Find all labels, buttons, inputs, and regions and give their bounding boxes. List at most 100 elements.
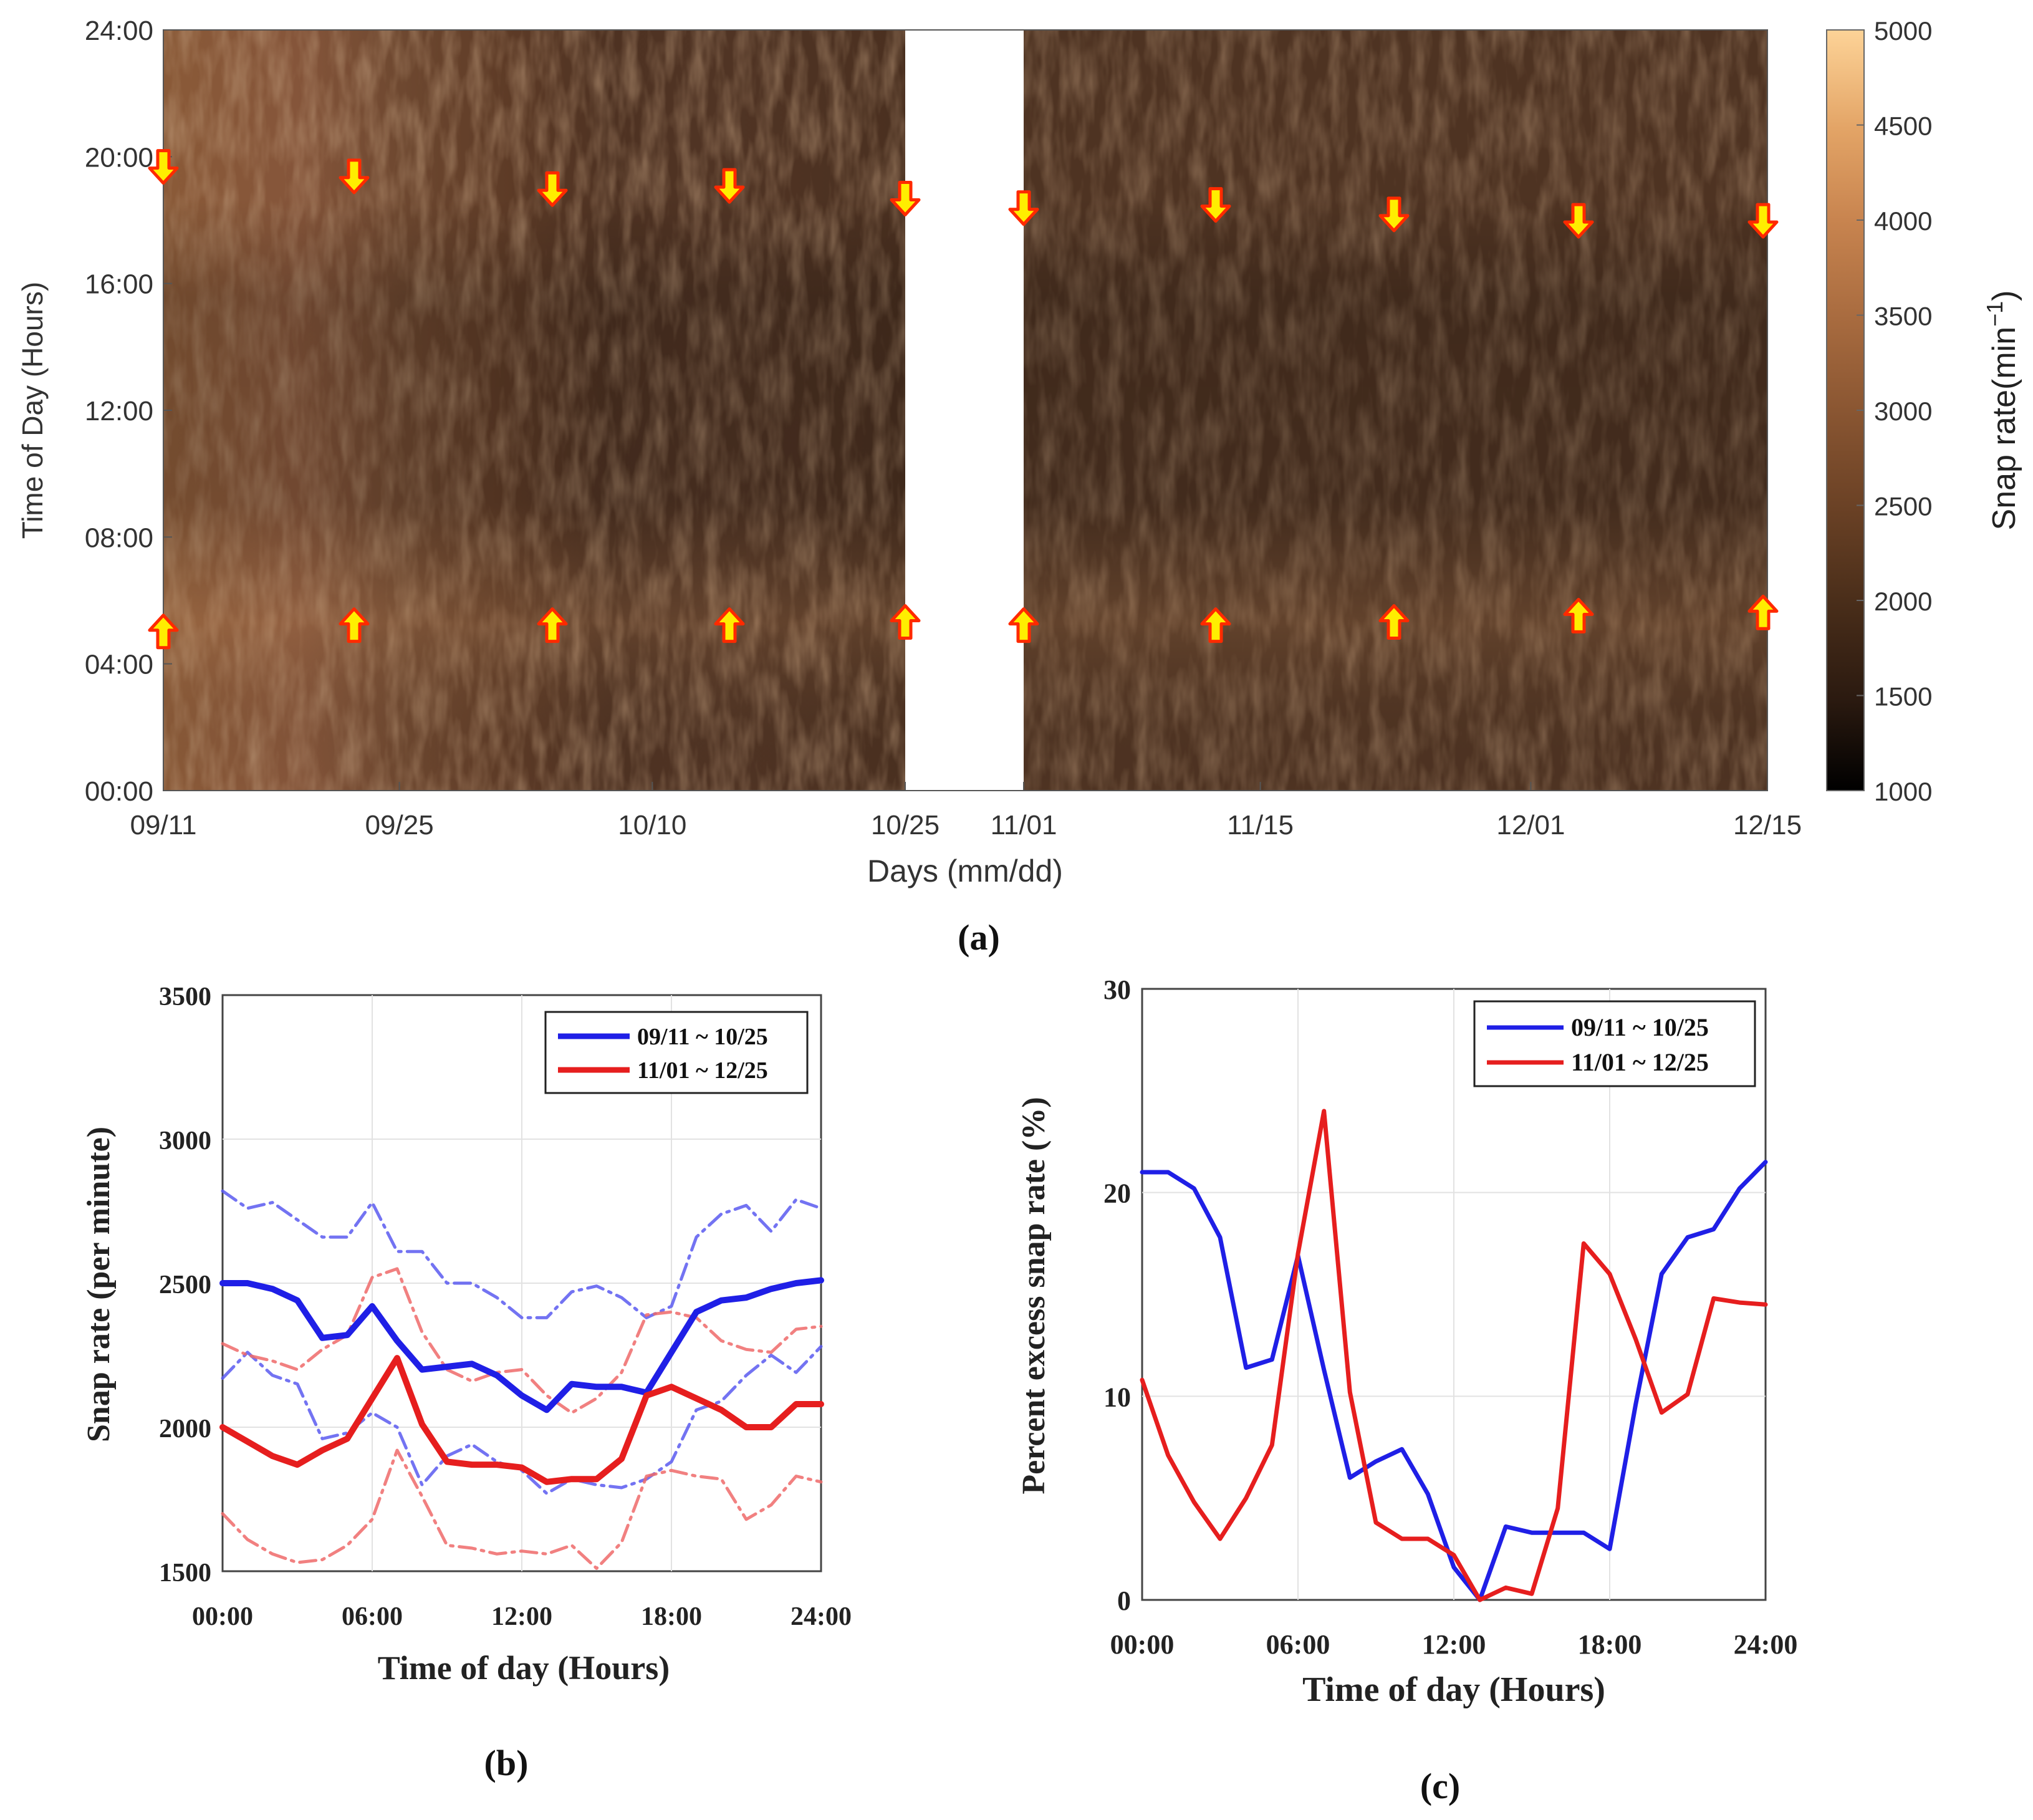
y-tick-label-a: 04:00 xyxy=(85,650,153,680)
colorbar-tick-label: 2500 xyxy=(1874,492,1932,521)
colorbar-label-sup: −1 xyxy=(1982,301,2007,327)
x-tick-label-c: 12:00 xyxy=(1422,1629,1486,1660)
sunset-arrow xyxy=(714,168,745,204)
y-tick-label-c: 30 xyxy=(1103,975,1131,1005)
y-tick-label-b: 3500 xyxy=(159,983,211,1011)
x-tick-label-c: 24:00 xyxy=(1734,1629,1798,1660)
y-tick-label-b: 2000 xyxy=(159,1415,211,1443)
y-tick-label-b: 2500 xyxy=(159,1271,211,1299)
series-c xyxy=(1140,1109,1768,1602)
series-line-c xyxy=(1140,1109,1768,1602)
sunset-arrow xyxy=(1747,203,1779,239)
y-tick-label-a: 00:00 xyxy=(85,776,153,807)
colorbar-ticks: 1000 1500 2000 2500 3000 3500 4000 4500 5000 xyxy=(1857,16,1932,806)
x-tick-label-c: 00:00 xyxy=(1110,1629,1175,1660)
ticks-b: 00:00 06:00 12:00 18:00 24:00 1500 2000 2500 300… xyxy=(159,983,852,1631)
y-axis-a: 00:00 04:00 08:00 12:00 16:00 20:00 24:00 xyxy=(85,16,172,807)
sunrise-arrow xyxy=(1378,604,1410,640)
colorbar-tick-label: 3500 xyxy=(1874,302,1932,331)
panel-label-b: (b) xyxy=(484,1743,529,1783)
panel-c: 00:00 06:00 12:00 18:00 24:00 0 10 20 30 09/11 ~… xyxy=(1016,975,1797,1806)
sunrise-arrow xyxy=(537,607,568,643)
sunset-arrow xyxy=(890,181,921,216)
grid-c xyxy=(1142,989,1766,1600)
sunset-arrow xyxy=(1008,190,1039,226)
colorbar-label-text: Snap rate(min xyxy=(1986,327,2022,531)
legend-c: 09/11 ~ 10/25 11/01 ~ 12/25 xyxy=(1473,1000,1756,1087)
legend-b: 09/11 ~ 10/25 11/01 ~ 12/25 xyxy=(544,1011,809,1094)
series-line-b xyxy=(219,1355,824,1485)
x-tick-label-c: 06:00 xyxy=(1266,1629,1330,1660)
x-tick-label-b: 24:00 xyxy=(791,1602,852,1631)
y-axis-label-b: Snap rate (per minute) xyxy=(81,1127,117,1442)
x-axis-label-a: Days (mm/dd) xyxy=(867,854,1063,888)
series-line-b xyxy=(219,1277,824,1413)
x-tick-label-a: 11/01 xyxy=(991,810,1057,840)
x-tick-label-a: 12/01 xyxy=(1496,810,1565,840)
x-tick-label-a: 10/10 xyxy=(618,810,686,840)
series-line-b xyxy=(221,1448,823,1570)
arrows xyxy=(148,149,1779,650)
x-axis-label-c: Time of day (Hours) xyxy=(1302,1670,1605,1709)
colorbar-tick-label: 1500 xyxy=(1874,682,1932,711)
y-tick-label-c: 10 xyxy=(1103,1382,1131,1412)
colorbar-tick-label: 5000 xyxy=(1874,16,1932,46)
data-gap xyxy=(905,30,1024,791)
x-tick-label-b: 12:00 xyxy=(491,1602,552,1631)
sunrise-arrow xyxy=(714,607,745,643)
x-axis-a: 09/11 09/25 10/10 10/25 11/01 11/15 12/01 12/15 xyxy=(130,782,1802,840)
colorbar-tick-label: 4500 xyxy=(1874,112,1932,141)
panel-label-a: (a) xyxy=(958,917,1000,958)
x-tick-label-a: 11/15 xyxy=(1227,810,1294,840)
sunrise-arrow xyxy=(148,614,179,650)
panel-label-c: (c) xyxy=(1420,1766,1460,1806)
y-tick-label-a: 16:00 xyxy=(85,269,153,300)
heatmap xyxy=(163,30,1767,791)
colorbar-tick-label: 1000 xyxy=(1874,777,1932,806)
legend-text-blue-c: 09/11 ~ 10/25 xyxy=(1571,1013,1709,1041)
legend-text-red-b: 11/01 ~ 12/25 xyxy=(637,1057,768,1084)
heatmap-diurnal-shade-left xyxy=(163,30,905,791)
colorbar-tick-label: 4000 xyxy=(1874,206,1932,236)
sunrise-arrow xyxy=(339,607,370,643)
series-b xyxy=(219,1189,824,1570)
x-tick-label-b: 18:00 xyxy=(641,1602,702,1631)
sunrise-arrow xyxy=(1563,597,1594,633)
sunset-arrow xyxy=(537,171,568,207)
colorbar-label-close: ) xyxy=(1986,291,2022,301)
sunrise-arrow xyxy=(1200,607,1231,643)
x-axis-label-b: Time of day (Hours) xyxy=(378,1649,670,1687)
panel-a: 00:00 04:00 08:00 12:00 16:00 20:00 24:00 09/1… xyxy=(16,16,2022,958)
y-tick-label-c: 0 xyxy=(1117,1586,1131,1616)
y-tick-label-a: 20:00 xyxy=(85,142,153,173)
sunrise-arrow xyxy=(1008,607,1039,643)
x-tick-label-b: 00:00 xyxy=(192,1602,253,1631)
sunset-arrow xyxy=(1563,203,1594,239)
sunrise-arrow xyxy=(890,604,921,640)
x-tick-label-c: 18:00 xyxy=(1578,1629,1642,1660)
y-axis-label-c: Percent excess snap rate (%) xyxy=(1016,1097,1052,1494)
sunset-arrow xyxy=(148,149,179,185)
colorbar-tick-label: 2000 xyxy=(1874,587,1932,616)
colorbar-label: Snap rate(min−1) xyxy=(1982,291,2022,531)
heatmap-diurnal-shade-right xyxy=(1024,30,1767,791)
legend-text-red-c: 11/01 ~ 12/25 xyxy=(1571,1048,1709,1076)
legend-box-b xyxy=(544,1011,809,1094)
sunset-arrow xyxy=(1378,196,1410,233)
y-tick-label-a: 08:00 xyxy=(85,522,153,553)
series-line-b xyxy=(221,1267,823,1415)
y-tick-label-b: 3000 xyxy=(159,1127,211,1155)
y-tick-label-a: 24:00 xyxy=(85,16,153,46)
y-tick-label-c: 20 xyxy=(1103,1178,1131,1209)
series-line-c xyxy=(1140,1160,1768,1602)
x-tick-label-a: 09/11 xyxy=(130,810,197,840)
y-axis-label-a: Time of Day (Hours) xyxy=(16,282,49,539)
x-tick-label-a: 09/25 xyxy=(365,810,434,840)
sunset-arrow xyxy=(339,158,370,195)
y-tick-label-b: 1500 xyxy=(159,1559,211,1587)
legend-box-c xyxy=(1473,1000,1756,1087)
colorbar-tick-label: 3000 xyxy=(1874,397,1932,426)
y-tick-label-a: 12:00 xyxy=(85,396,153,426)
ticks-c: 00:00 06:00 12:00 18:00 24:00 0 10 20 30 xyxy=(1103,975,1797,1660)
sunrise-arrow xyxy=(1747,594,1779,630)
